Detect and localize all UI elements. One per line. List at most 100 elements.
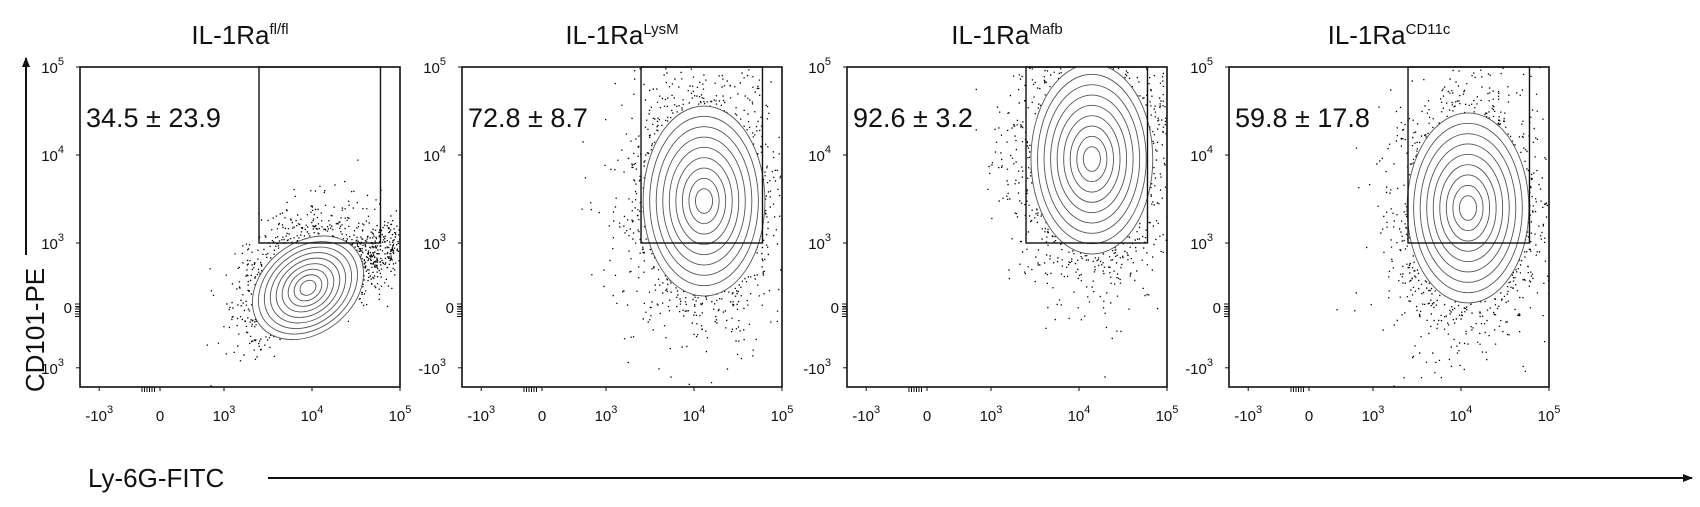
x-tick-label: 103	[980, 404, 1003, 425]
gate-percent-label: 34.5 ± 23.9	[86, 103, 221, 133]
panel-title-main: IL-1Ra	[565, 20, 644, 50]
contour-line	[293, 274, 323, 302]
contour-line	[287, 268, 329, 307]
panel-title: IL-1RaMafb	[951, 20, 1062, 50]
contour-line	[1043, 84, 1141, 234]
contour-line	[251, 235, 364, 341]
x-tick-label: 103	[1362, 404, 1385, 425]
y-tick-label: 103	[808, 232, 831, 253]
contour-line	[1076, 135, 1108, 183]
gate	[1407, 66, 1531, 244]
gate-percent-label: 72.8 ± 8.7	[468, 103, 588, 133]
gate-percent-label: 92.6 ± 3.2	[853, 103, 973, 133]
panel-2: IL-1RaLysM 72.8 ± 8.7 105 104 103 0 -103 -103 0 1…	[418, 20, 794, 425]
panel-3: IL-1RaMafb 92.6 ± 3.2 105 104 103 0 -103 -103 0 1…	[803, 20, 1179, 425]
x-tick-label: 103	[595, 404, 618, 425]
contour-line	[1452, 184, 1484, 232]
contour-line	[1439, 164, 1497, 252]
contour-line	[675, 157, 733, 245]
contour-line	[1445, 174, 1491, 242]
panel-title-main: IL-1Ra	[1328, 20, 1407, 50]
panel-title-sup: fl/fl	[269, 21, 288, 38]
event-cloud	[206, 159, 400, 387]
y-tick-label: 0	[64, 300, 72, 317]
x-tick-label: 0	[156, 408, 164, 425]
panel-title-sup: LysM	[643, 21, 678, 38]
panel-4: IL-1RaCD11c 59.8 ± 17.8 105 104 103 0 -103 -103…	[1185, 20, 1561, 425]
x-tick-label: 105	[1156, 404, 1179, 425]
x-tick-label: 104	[301, 404, 324, 425]
x-axis-label-group: Ly-6G-FITC	[88, 463, 1693, 493]
gate-percent-label: 59.8 ± 17.8	[1235, 103, 1370, 133]
contour-line	[275, 257, 341, 318]
y-tick-label: 104	[1190, 144, 1213, 165]
contour-line	[1426, 143, 1510, 273]
contour-line	[1432, 153, 1504, 263]
event-cloud	[1336, 67, 1549, 387]
x-tick-label: 104	[1450, 404, 1473, 425]
y-tick-label: 105	[808, 56, 831, 77]
x-tick-label: 104	[1068, 404, 1091, 425]
contour-line	[1082, 146, 1101, 172]
contour-line	[1406, 112, 1530, 304]
panel-1: IL-1Rafl/fl 34.5 ± 23.9 105 104 103 0 -103 -103…	[36, 20, 412, 425]
y-tick-label: 0	[446, 300, 454, 317]
y-tick-label: 0	[1213, 300, 1221, 317]
event-cloud	[975, 67, 1167, 378]
y-tick-label: -103	[36, 357, 64, 378]
y-tick-label: 103	[1190, 232, 1213, 253]
contour-line	[257, 241, 359, 335]
contour-line	[1050, 94, 1134, 224]
x-tick-label: -103	[467, 404, 495, 425]
panel-title-sup: CD11c	[1406, 21, 1451, 38]
contour-line	[649, 115, 759, 287]
x-tick-label: 105	[1538, 404, 1561, 425]
y-tick-label: 105	[423, 56, 446, 77]
contour-line	[1063, 115, 1121, 203]
contour-line	[281, 263, 335, 313]
x-tick-label: -103	[852, 404, 880, 425]
contour-line	[688, 177, 720, 225]
panel-title-main: IL-1Ra	[191, 20, 270, 50]
x-tick-label: -103	[1234, 404, 1262, 425]
y-tick-label: 105	[41, 56, 64, 77]
y-tick-label: 0	[831, 300, 839, 317]
contour-line	[299, 279, 317, 296]
contour-line	[681, 167, 727, 235]
contour-line	[655, 126, 753, 276]
x-tick-label: 0	[1305, 408, 1313, 425]
y-tick-label: 104	[423, 144, 446, 165]
y-tick-label: -103	[803, 357, 831, 378]
x-tick-label: 103	[213, 404, 236, 425]
contour-line	[1419, 133, 1517, 283]
contour-line	[668, 146, 740, 256]
contour-line	[263, 246, 353, 329]
contour-line	[695, 188, 714, 214]
contour-line	[1458, 195, 1477, 221]
y-tick-label: 103	[41, 232, 64, 253]
y-axis-label: CD101-PE	[20, 268, 50, 392]
gate	[640, 66, 764, 244]
y-tick-label: 103	[423, 232, 446, 253]
panel-title-main: IL-1Ra	[951, 20, 1030, 50]
contour-line	[1056, 104, 1128, 214]
y-tick-label: -103	[1185, 357, 1213, 378]
contour-line	[642, 105, 766, 297]
x-tick-label: 104	[683, 404, 706, 425]
plot-frame	[79, 66, 401, 388]
contour-line	[1069, 125, 1114, 193]
panel-title: IL-1RaCD11c	[1328, 20, 1451, 50]
contour-line	[269, 252, 347, 324]
y-axis-label-group: CD101-PE	[20, 57, 50, 392]
panel-title-sup: Mafb	[1029, 21, 1062, 38]
x-tick-label: 105	[389, 404, 412, 425]
contour-line	[1030, 67, 1154, 255]
gate	[1025, 66, 1149, 244]
gate	[258, 66, 382, 244]
y-tick-label: 104	[41, 144, 64, 165]
x-tick-label: 0	[538, 408, 546, 425]
x-tick-label: 105	[771, 404, 794, 425]
contour-line	[662, 136, 746, 266]
